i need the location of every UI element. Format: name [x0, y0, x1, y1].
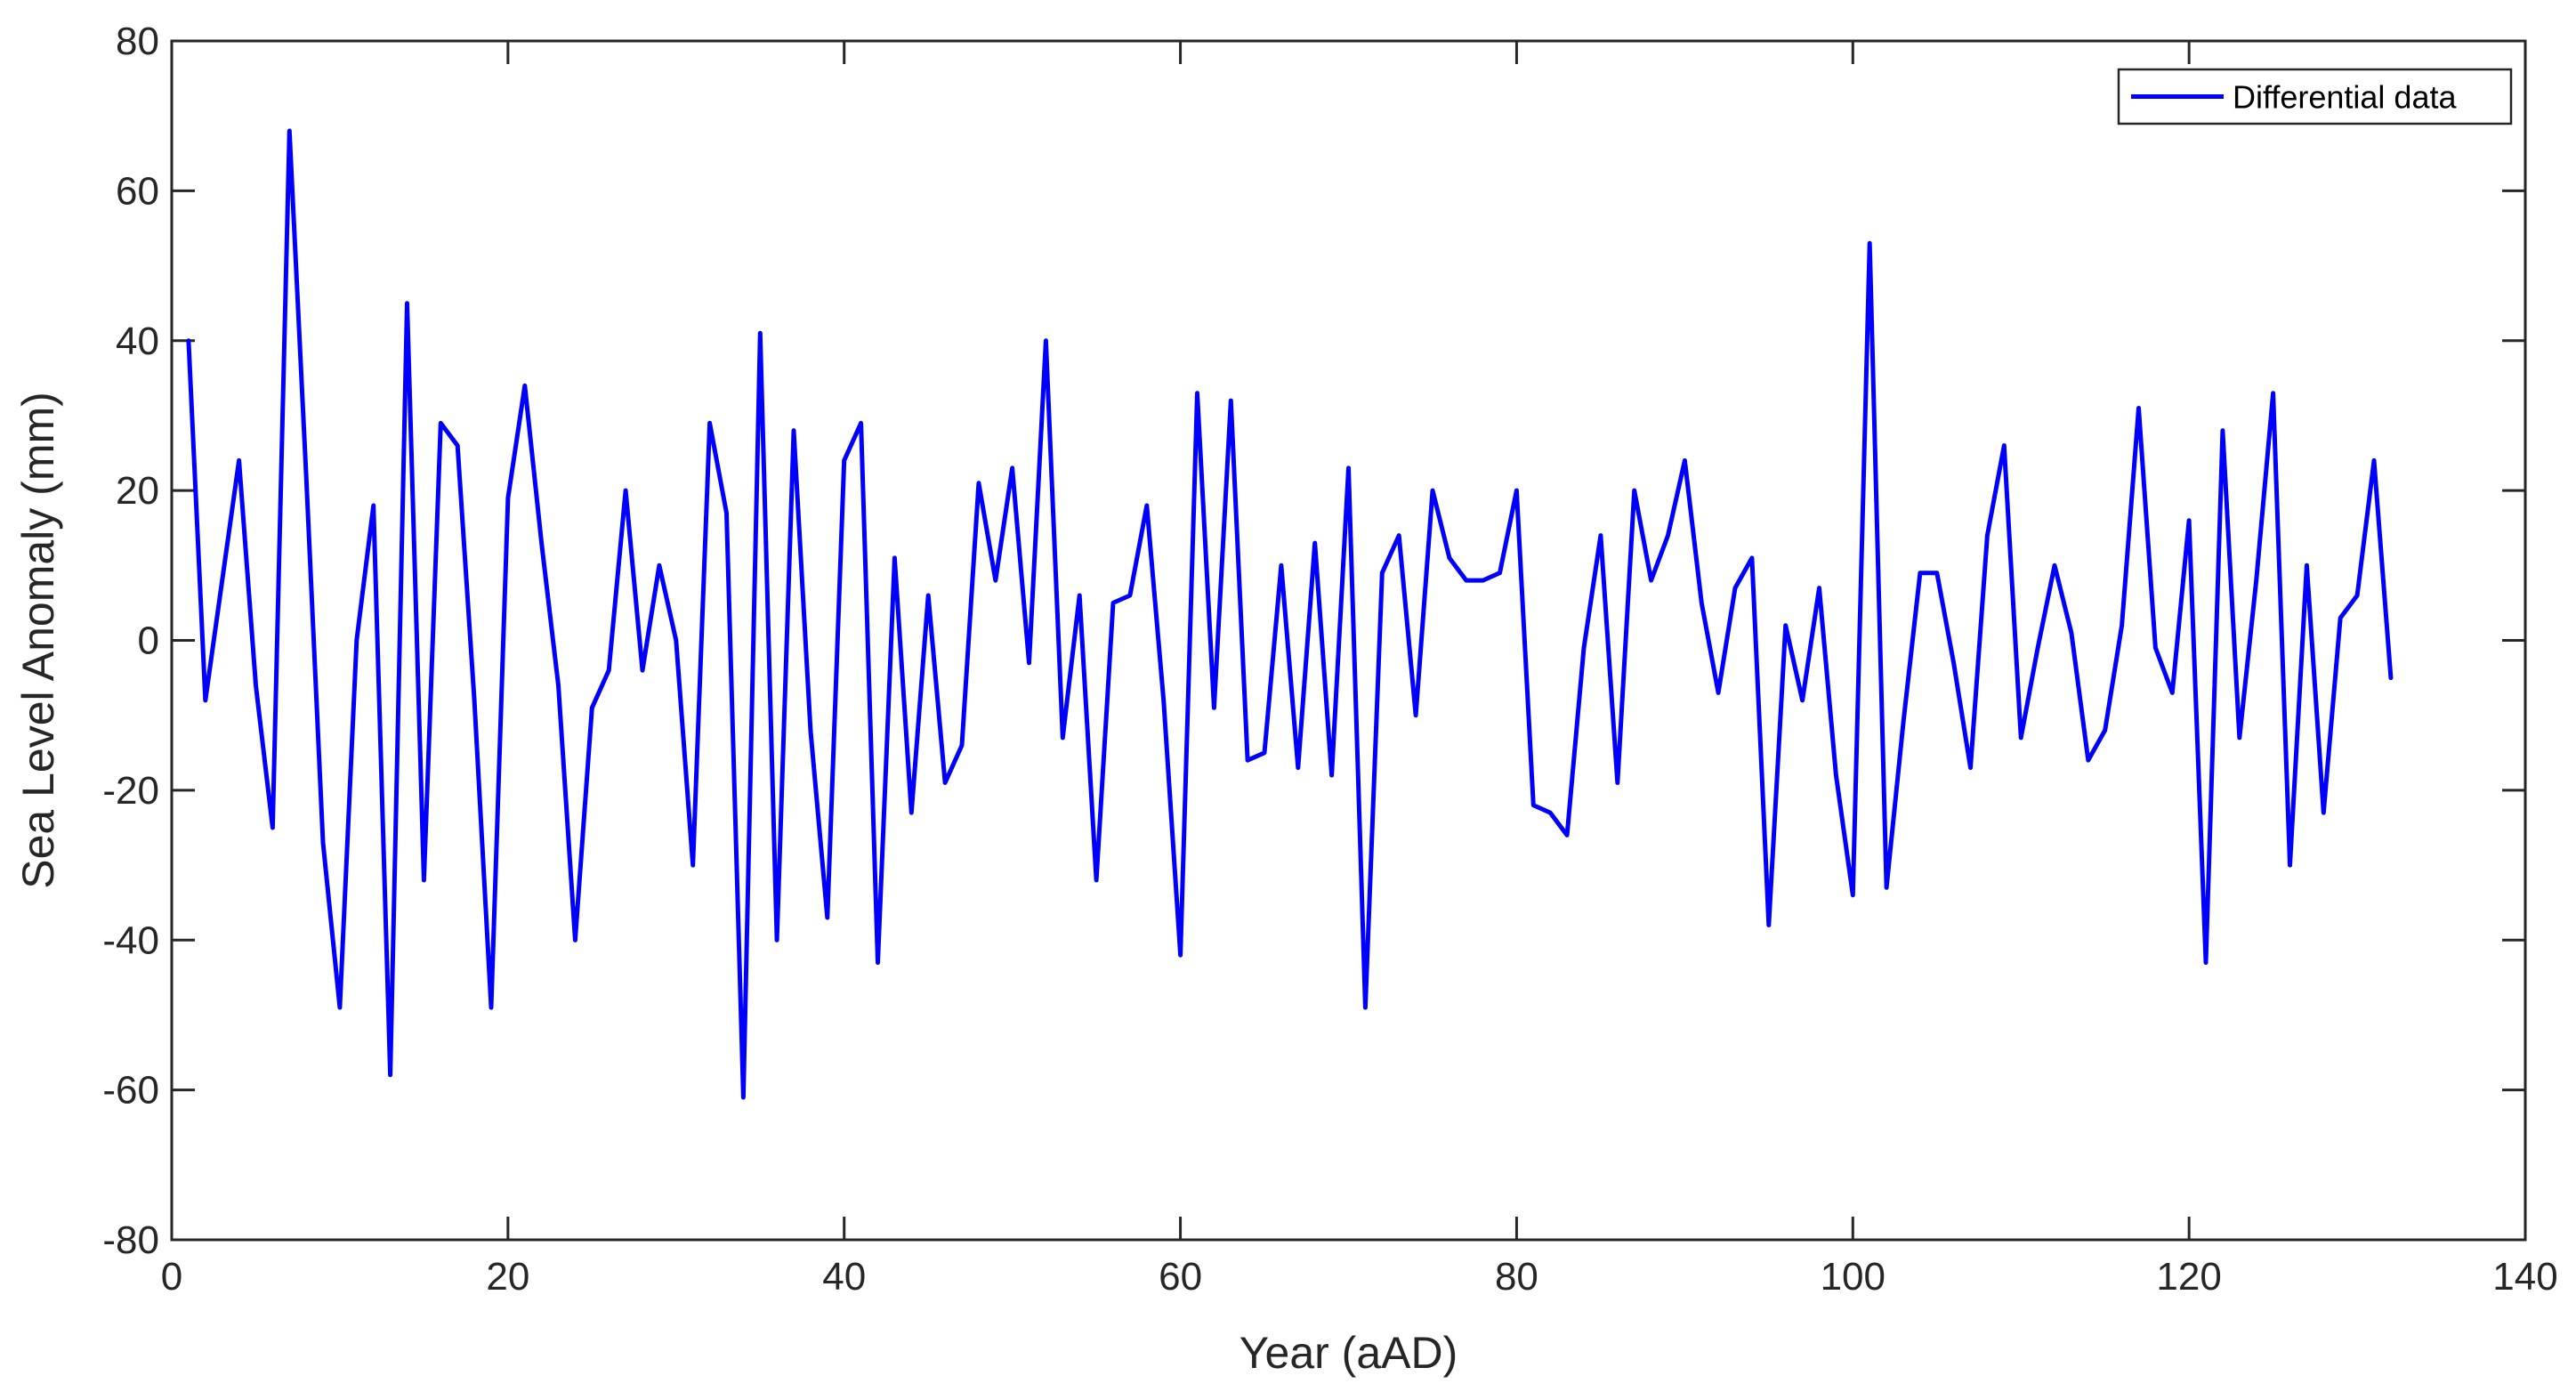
- x-tick-label-2: 40: [822, 1255, 866, 1299]
- legend-label-differential-data: Differential data: [2233, 79, 2457, 116]
- y-tick-label-4: 0: [138, 619, 159, 663]
- x-tick-label-4: 80: [1495, 1255, 1538, 1299]
- series-layer: [186, 128, 2394, 1100]
- y-tick-label-6: 40: [116, 320, 159, 363]
- x-tick-label-3: 60: [1159, 1255, 1202, 1299]
- x-tick-label-1: 20: [486, 1255, 529, 1299]
- y-tick-label-1: -60: [102, 1069, 159, 1113]
- y-axis-label: Sea Level Anomaly (mm): [13, 392, 63, 889]
- y-tick-label-3: -20: [102, 769, 159, 813]
- legend: Differential data: [2117, 68, 2513, 125]
- y-tick-label-7: 60: [116, 169, 159, 213]
- y-tick-label-5: 20: [116, 469, 159, 513]
- y-tick-label-8: 80: [116, 20, 159, 63]
- x-axis-label: Year (aAD): [1240, 1328, 1458, 1378]
- y-tick-label-0: -80: [102, 1218, 159, 1262]
- plot-area: [172, 41, 2525, 1240]
- axis-tick-labels: 0 20 40 60 80 100 120 140 -80 -60 -40 -20 0 20 40 60 80: [102, 20, 2557, 1299]
- y-tick-label-2: -40: [102, 919, 159, 962]
- plot-frame: [170, 39, 2527, 1242]
- x-tick-label-6: 120: [2156, 1255, 2221, 1299]
- series-line-0: [186, 128, 2394, 1100]
- x-tick-label-5: 100: [1821, 1255, 1886, 1299]
- x-tick-label-0: 0: [161, 1255, 182, 1299]
- x-tick-label-7: 140: [2492, 1255, 2557, 1299]
